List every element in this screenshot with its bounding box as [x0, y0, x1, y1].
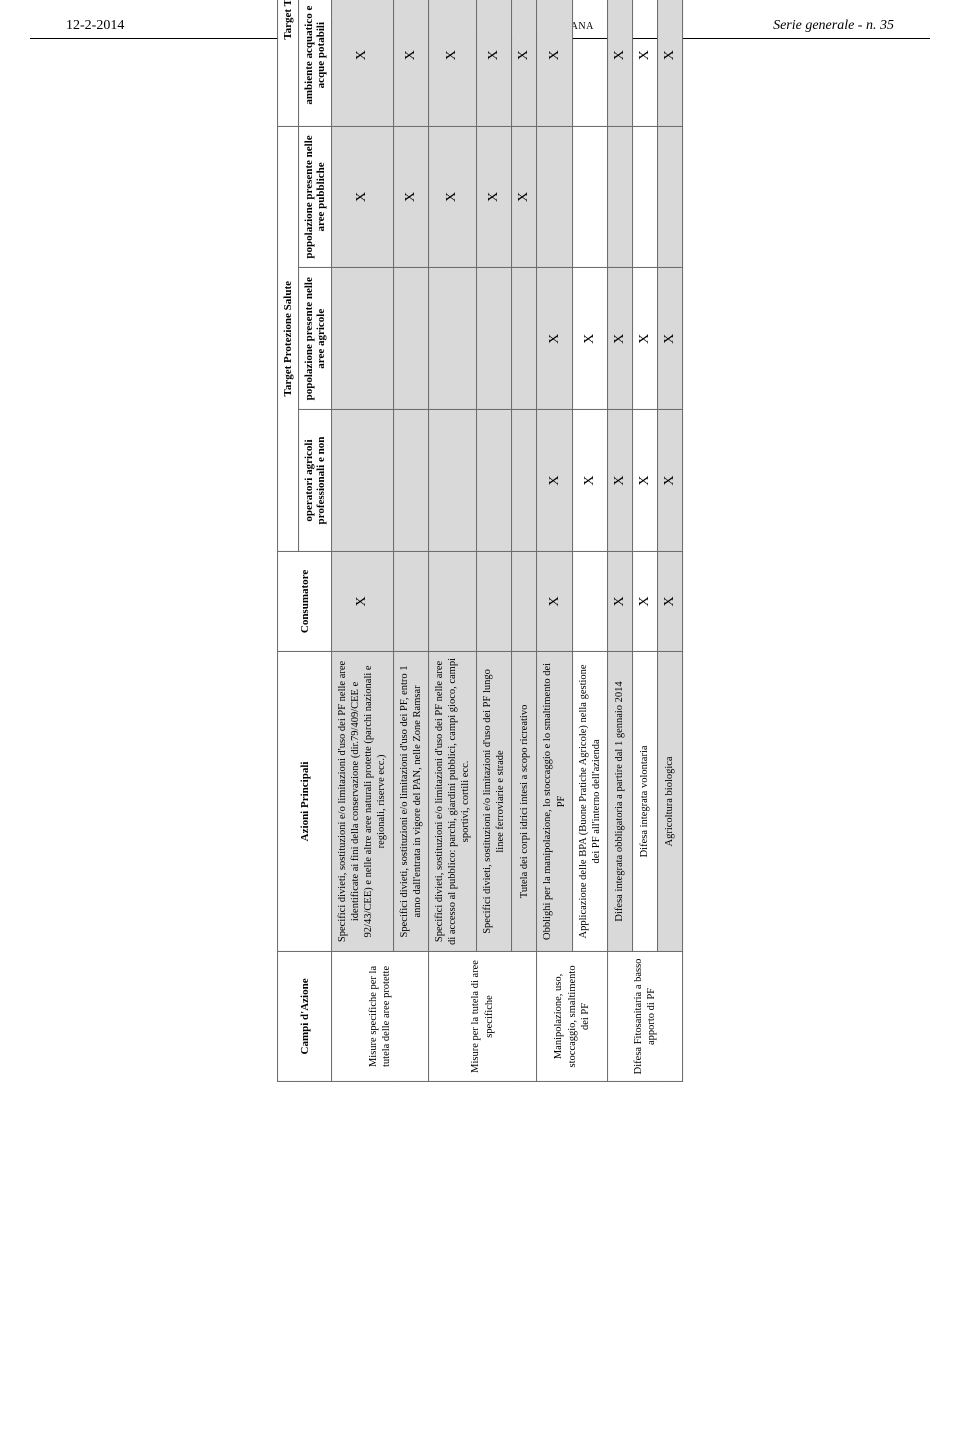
- mark-cell: X: [632, 551, 657, 651]
- mark-cell: X: [477, 126, 512, 268]
- col-acquatico: ambiente acquatico e acque potabili: [299, 0, 332, 126]
- mark-cell: X: [607, 268, 632, 410]
- mark-cell: X: [607, 551, 632, 651]
- mark-cell: [572, 0, 607, 126]
- mark-cell: [512, 268, 537, 410]
- mark-cell: X: [572, 268, 607, 410]
- table-row: Tutela dei corpi idrici intesi a scopo r…: [512, 0, 537, 1081]
- content: Campi d'Azione Azioni Principali Consuma…: [0, 39, 960, 885]
- mark-cell: X: [657, 0, 682, 126]
- mark-cell: X: [393, 0, 428, 126]
- mark-cell: [572, 551, 607, 651]
- mark-cell: X: [607, 0, 632, 126]
- col-group-salute: Target Protezione Salute: [278, 126, 299, 551]
- mark-cell: [428, 551, 476, 651]
- table-row: Misure specifiche per la tutela delle ar…: [332, 0, 394, 1081]
- mark-cell: [332, 268, 394, 410]
- mark-cell: [477, 268, 512, 410]
- mark-cell: [393, 268, 428, 410]
- campo-cell: Manipolazione, uso, stoccaggio, smaltime…: [537, 951, 608, 1081]
- azione-cell: Obblighi per la manipolazione, lo stocca…: [537, 651, 572, 951]
- campo-cell: Misure per la tutela di aree specifiche: [428, 951, 537, 1081]
- campo-cell: Misure specifiche per la tutela delle ar…: [332, 951, 429, 1081]
- mark-cell: [512, 551, 537, 651]
- header-date: 12-2-2014: [66, 18, 124, 34]
- rotated-table-container: Campi d'Azione Azioni Principali Consuma…: [277, 0, 683, 1082]
- mark-cell: X: [657, 268, 682, 410]
- col-group-ambiente: Target Tutela Ambiente: [278, 0, 299, 126]
- matrix-table: Campi d'Azione Azioni Principali Consuma…: [277, 0, 683, 1082]
- col-operatori: operatori agricoli professionali e non: [299, 410, 332, 552]
- mark-cell: [332, 410, 394, 552]
- mark-cell: X: [537, 410, 572, 552]
- col-pop-agricole: popolazione presente nelle aree agricole: [299, 268, 332, 410]
- mark-cell: X: [607, 410, 632, 552]
- mark-cell: X: [512, 126, 537, 268]
- azione-cell: Specifici divieti, sostituzioni e/o limi…: [332, 651, 394, 951]
- azione-cell: Agricoltura biologica: [657, 651, 682, 951]
- mark-cell: [657, 126, 682, 268]
- azione-cell: Difesa integrata volontaria: [632, 651, 657, 951]
- mark-cell: X: [332, 0, 394, 126]
- mark-cell: [428, 268, 476, 410]
- col-azioni: Azioni Principali: [278, 651, 332, 951]
- campo-cell: Difesa Fitosanitaria a basso apporto di …: [607, 951, 682, 1081]
- table-row: Manipolazione, uso, stoccaggio, smaltime…: [537, 0, 572, 1081]
- mark-cell: X: [657, 551, 682, 651]
- mark-cell: [512, 410, 537, 552]
- azione-cell: Specifici divieti, sostituzioni e/o limi…: [428, 651, 476, 951]
- mark-cell: [393, 410, 428, 552]
- mark-cell: X: [537, 268, 572, 410]
- mark-cell: X: [477, 0, 512, 126]
- col-consumatore: Consumatore: [278, 551, 332, 651]
- mark-cell: [572, 126, 607, 268]
- mark-cell: [607, 126, 632, 268]
- table-row: Difesa Fitosanitaria a basso apporto di …: [607, 0, 632, 1081]
- table-row: Misure per la tutela di aree specificheS…: [428, 0, 476, 1081]
- table-head: Campi d'Azione Azioni Principali Consuma…: [278, 0, 332, 1081]
- mark-cell: X: [537, 0, 572, 126]
- table-body: Misure specifiche per la tutela delle ar…: [332, 0, 683, 1081]
- col-pop-pubbliche: popolazione presente nelle aree pubblich…: [299, 126, 332, 268]
- mark-cell: [428, 410, 476, 552]
- azione-cell: Applicazione delle BPA (Buone Pratiche A…: [572, 651, 607, 951]
- azione-cell: Specifici divieti, sostituzioni e/o limi…: [477, 651, 512, 951]
- mark-cell: X: [632, 410, 657, 552]
- table-row: Applicazione delle BPA (Buone Pratiche A…: [572, 0, 607, 1081]
- mark-cell: [632, 126, 657, 268]
- mark-cell: [537, 126, 572, 268]
- mark-cell: X: [632, 268, 657, 410]
- azione-cell: Difesa integrata obbligatoria a partire …: [607, 651, 632, 951]
- table-row: Agricoltura biologicaXXXXX: [657, 0, 682, 1081]
- mark-cell: X: [428, 0, 476, 126]
- mark-cell: X: [537, 551, 572, 651]
- header-series: Serie generale - n. 35: [773, 18, 894, 34]
- table-row: Specifici divieti, sostituzioni e/o limi…: [477, 0, 512, 1081]
- azione-cell: Specifici divieti, sostituzioni e/o limi…: [393, 651, 428, 951]
- mark-cell: [477, 410, 512, 552]
- table-row: Specifici divieti, sostituzioni e/o limi…: [393, 0, 428, 1081]
- mark-cell: X: [657, 410, 682, 552]
- table-row: Difesa integrata volontariaXXXXX: [632, 0, 657, 1081]
- mark-cell: X: [428, 126, 476, 268]
- mark-cell: X: [393, 126, 428, 268]
- azione-cell: Tutela dei corpi idrici intesi a scopo r…: [512, 651, 537, 951]
- mark-cell: X: [512, 0, 537, 126]
- mark-cell: X: [332, 551, 394, 651]
- mark-cell: X: [572, 410, 607, 552]
- mark-cell: [393, 551, 428, 651]
- header-row-groups: Campi d'Azione Azioni Principali Consuma…: [278, 0, 299, 1081]
- mark-cell: X: [332, 126, 394, 268]
- mark-cell: [477, 551, 512, 651]
- col-campi: Campi d'Azione: [278, 951, 332, 1081]
- mark-cell: X: [632, 0, 657, 126]
